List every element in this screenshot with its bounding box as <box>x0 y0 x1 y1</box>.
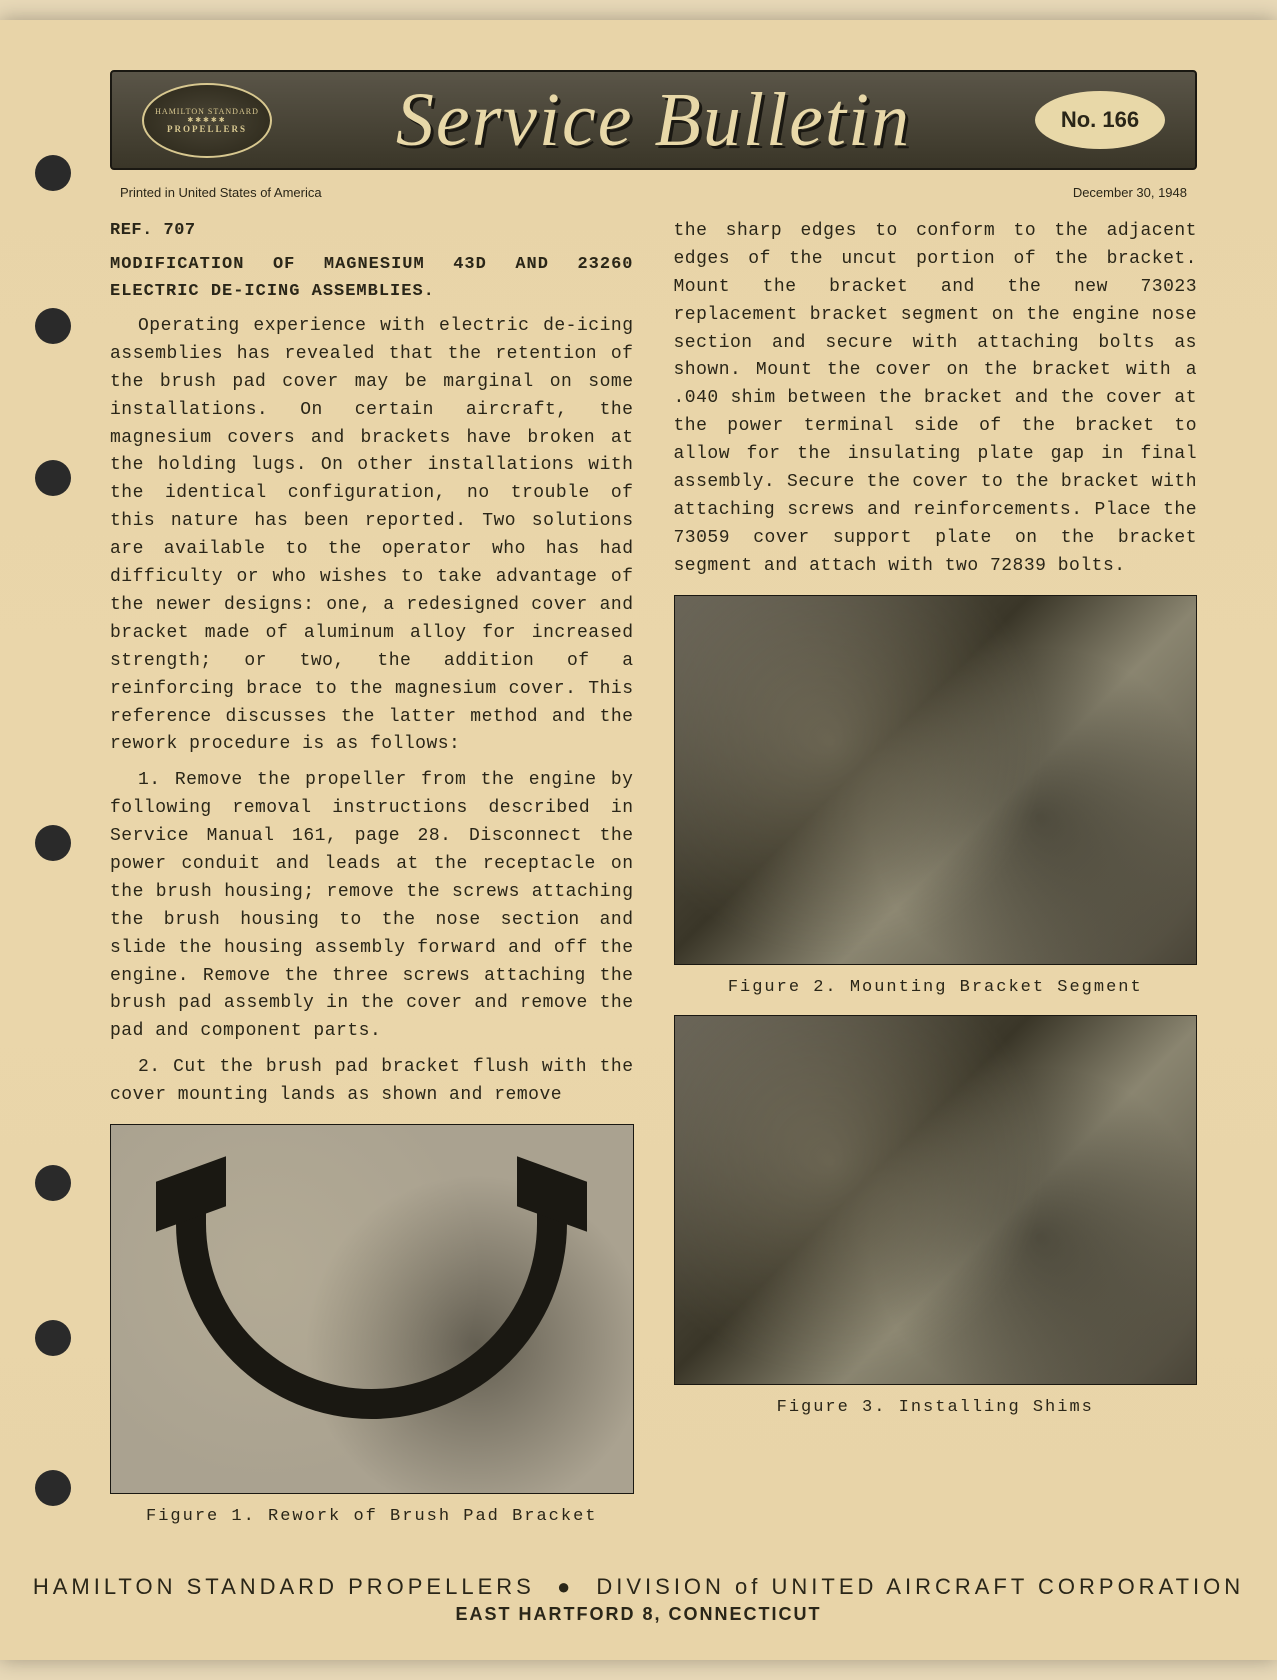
document-title: MODIFICATION OF MAGNESIUM 43D AND 23260 … <box>110 252 634 305</box>
punch-hole <box>35 460 71 496</box>
bracket-illustration <box>176 1199 567 1420</box>
footer-company-name: HAMILTON STANDARD PROPELLERS <box>33 1574 535 1599</box>
figure-2: Figure 2. Mounting Bracket Segment <box>674 595 1198 1001</box>
bulletin-number-badge: No. 166 <box>1035 91 1165 149</box>
figure-3: Figure 3. Installing Shims <box>674 1015 1198 1421</box>
document-page: HAMILTON STANDARD ✱✱✱✱✱ PROPELLERS Servi… <box>0 20 1277 1660</box>
figure-1-caption: Figure 1. Rework of Brush Pad Bracket <box>110 1504 634 1530</box>
figure-1-image <box>110 1124 634 1494</box>
logo-decoration: ✱✱✱✱✱ <box>187 116 226 124</box>
figure-3-caption: Figure 3. Installing Shims <box>674 1395 1198 1421</box>
figure-2-image <box>674 595 1198 965</box>
subheader-row: Printed in United States of America Dece… <box>110 185 1197 200</box>
print-location: Printed in United States of America <box>120 185 322 200</box>
bulletin-title-script: Service Bulletin <box>272 77 1035 164</box>
figure-2-caption: Figure 2. Mounting Bracket Segment <box>674 975 1198 1001</box>
header-banner: HAMILTON STANDARD ✱✱✱✱✱ PROPELLERS Servi… <box>110 70 1197 170</box>
punch-hole <box>35 308 71 344</box>
footer-address: EAST HARTFORD 8, CONNECTICUT <box>0 1604 1277 1625</box>
punch-hole <box>35 1165 71 1201</box>
punch-hole <box>35 155 71 191</box>
page-footer: HAMILTON STANDARD PROPELLERS ● DIVISION … <box>0 1574 1277 1625</box>
publication-date: December 30, 1948 <box>1073 185 1187 200</box>
body-content: REF. 707 MODIFICATION OF MAGNESIUM 43D A… <box>110 218 1197 1530</box>
paragraph-continuation: the sharp edges to conform to the adjace… <box>674 218 1198 581</box>
footer-division-name: DIVISION of UNITED AIRCRAFT CORPORATION <box>596 1574 1244 1599</box>
paragraph-step-1: 1. Remove the propeller from the engine … <box>110 767 634 1046</box>
separator-dot-icon: ● <box>557 1574 574 1599</box>
paragraph: Operating experience with electric de-ic… <box>110 313 634 759</box>
paragraph-step-2: 2. Cut the brush pad bracket flush with … <box>110 1054 634 1110</box>
punch-hole <box>35 1470 71 1506</box>
punch-hole <box>35 1320 71 1356</box>
figure-1: Figure 1. Rework of Brush Pad Bracket <box>110 1124 634 1530</box>
figure-3-image <box>674 1015 1198 1385</box>
reference-number: REF. 707 <box>110 218 634 244</box>
hamilton-logo-badge: HAMILTON STANDARD ✱✱✱✱✱ PROPELLERS <box>142 83 272 158</box>
logo-top-text: HAMILTON STANDARD <box>155 107 259 116</box>
punch-hole <box>35 825 71 861</box>
logo-bottom-text: PROPELLERS <box>167 124 247 134</box>
footer-company-line: HAMILTON STANDARD PROPELLERS ● DIVISION … <box>0 1574 1277 1600</box>
